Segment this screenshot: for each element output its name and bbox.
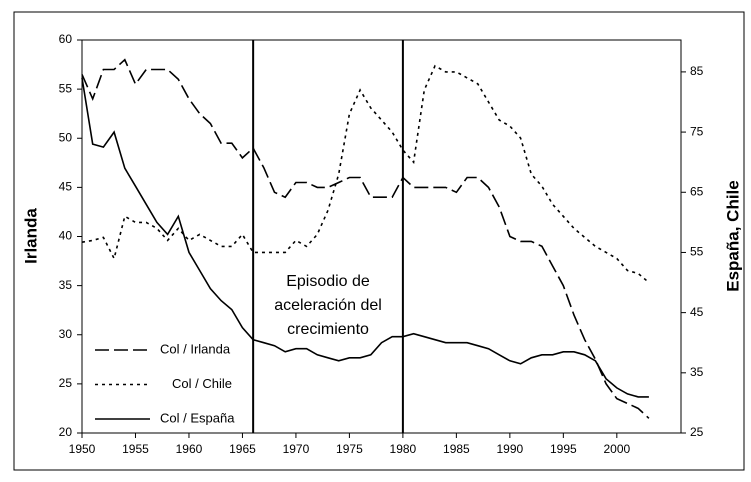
y-tick-label: 20 bbox=[59, 425, 73, 439]
y-tick-label: 35 bbox=[59, 278, 73, 292]
series-line bbox=[81, 64, 650, 284]
y-tick-label: 60 bbox=[59, 32, 73, 46]
x-tick-label: 1960 bbox=[176, 442, 203, 456]
y2-axis-label: España, Chile bbox=[723, 180, 742, 291]
plot-area bbox=[81, 39, 682, 434]
series-line bbox=[81, 77, 649, 398]
legend-label: Col / Chile bbox=[172, 376, 232, 391]
y-tick-label: 45 bbox=[59, 180, 73, 194]
legend-label: Col / España bbox=[160, 410, 235, 425]
y-tick-label: 50 bbox=[59, 130, 73, 144]
y-tick-label: 25 bbox=[59, 376, 73, 390]
x-tick-label: 2000 bbox=[603, 442, 630, 456]
x-tick-label: 1970 bbox=[283, 442, 310, 456]
y-tick-label: 55 bbox=[59, 81, 73, 95]
x-tick-label: 1985 bbox=[443, 442, 470, 456]
x-tick-label: 1955 bbox=[122, 442, 149, 456]
x-tick-label: 1980 bbox=[390, 442, 417, 456]
y2-tick-label: 85 bbox=[690, 64, 704, 78]
series-line bbox=[81, 58, 650, 419]
y2-tick-label: 65 bbox=[690, 184, 704, 198]
y2-tick-label: 75 bbox=[690, 124, 704, 138]
y2-tick-label: 35 bbox=[690, 365, 704, 379]
y2-tick-label: 25 bbox=[690, 425, 704, 439]
x-tick-label: 1965 bbox=[229, 442, 256, 456]
annotation: aceleración del bbox=[274, 297, 382, 314]
x-tick-label: 1975 bbox=[336, 442, 363, 456]
x-tick-label: 1990 bbox=[497, 442, 524, 456]
frame bbox=[13, 11, 745, 471]
y2-tick-label: 55 bbox=[690, 245, 704, 259]
y2-tick-label: 45 bbox=[690, 305, 704, 319]
y-tick-label: 30 bbox=[59, 327, 73, 341]
annotation: crecimiento bbox=[287, 321, 369, 338]
x-tick-label: 1995 bbox=[550, 442, 577, 456]
annotation: Episodio de bbox=[286, 273, 370, 290]
x-tick-label: 1950 bbox=[69, 442, 96, 456]
y-tick-label: 40 bbox=[59, 229, 73, 243]
legend-label: Col / Irlanda bbox=[160, 341, 231, 356]
y-axis-label: Irlanda bbox=[21, 208, 40, 264]
